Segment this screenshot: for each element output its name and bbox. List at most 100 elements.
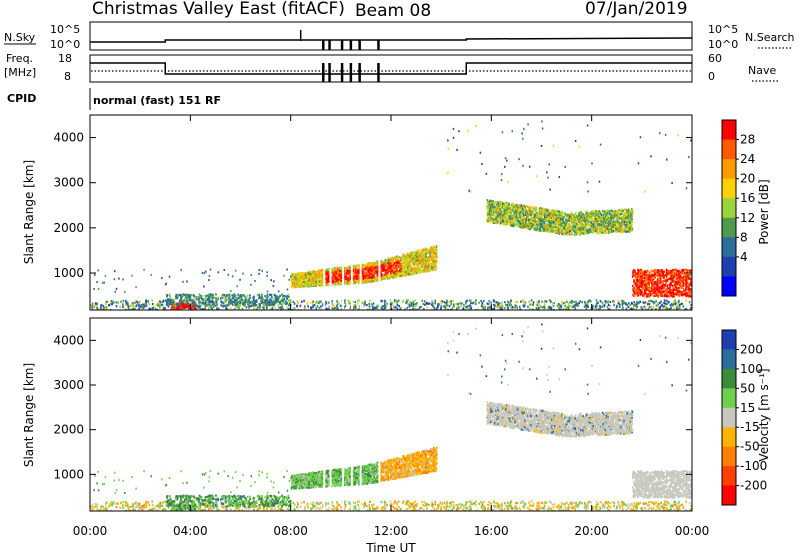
power-cell-1062 [663, 299, 666, 302]
power-cell-1009 [225, 306, 227, 310]
power-cell-2747 [305, 277, 308, 280]
power-cell-3961 [385, 270, 387, 273]
power-cell-4084 [341, 267, 343, 270]
power-cell-808 [536, 300, 539, 304]
power-cell-4416 [538, 227, 540, 231]
power-cell-1449 [224, 298, 226, 301]
power-cell-3321 [409, 271, 412, 274]
power-cell-4139 [426, 269, 429, 273]
power-cell-4062 [404, 270, 407, 274]
power-cell-2765 [339, 266, 341, 269]
power-cell-806 [339, 304, 342, 307]
power-cell-774 [396, 300, 399, 303]
power-cell-695 [602, 302, 604, 305]
power-cell-3404 [419, 267, 421, 270]
power-cell-4278 [572, 229, 575, 233]
power-cell-3796 [364, 279, 367, 282]
power-cell-3902 [410, 256, 413, 259]
power-cell-234 [666, 302, 668, 306]
power-cell-40 [148, 307, 150, 310]
power-cell-3637 [422, 260, 425, 264]
power-cell-3981 [315, 283, 318, 286]
power-cell-3978 [418, 251, 421, 254]
power-cell-3346 [380, 260, 382, 263]
power-cell-835 [500, 308, 503, 310]
power-cell-294 [198, 306, 201, 309]
power-cell-4429 [588, 219, 590, 222]
power-cell-3718 [368, 269, 370, 272]
power-cell-60 [263, 300, 266, 304]
power-cell-3827 [316, 275, 319, 278]
power-cell-2815 [308, 278, 310, 281]
power-cell-661 [585, 306, 588, 309]
power-cell-702 [331, 300, 333, 303]
power-cell-148 [685, 299, 687, 302]
power-cell-1278 [183, 299, 186, 302]
power-cell-3979 [361, 265, 364, 268]
power-cell-731 [336, 301, 339, 304]
power-cell-1434 [207, 294, 210, 297]
power-cell-4150 [311, 284, 314, 287]
power-cell-960 [390, 308, 393, 310]
power-cell-1468 [182, 294, 185, 298]
power-cell-3993 [397, 274, 400, 277]
power-cell-4542 [526, 226, 529, 229]
power-cell-4175 [321, 273, 324, 276]
power-cell-1451 [184, 297, 186, 300]
power-cell-2595 [380, 269, 383, 272]
power-cell-3707 [390, 274, 393, 277]
power-cell-1008 [515, 300, 517, 304]
power-cell-1082 [548, 306, 551, 309]
power-cell-3238 [434, 263, 437, 267]
power-cell-258 [515, 304, 518, 308]
power-cell-4024 [354, 273, 356, 277]
power-cell-4107 [297, 283, 299, 286]
power-cell-172 [569, 304, 571, 308]
power-cell-645 [607, 307, 610, 310]
power-cell-4814 [521, 224, 524, 227]
power-cell-524 [437, 302, 439, 306]
power-cell-2844 [348, 266, 351, 269]
power-cell-227 [393, 306, 395, 309]
power-cell-3387 [429, 254, 432, 258]
power-cell-3081 [424, 254, 427, 257]
power-cell-4136 [391, 269, 393, 272]
power-cell-1550 [175, 296, 177, 299]
power-cell-337 [658, 307, 661, 310]
power-cell-3850 [367, 272, 369, 275]
power-cell-1078 [599, 304, 601, 308]
power-cell-3809 [310, 276, 313, 279]
power-cell-886 [259, 305, 262, 309]
power-cell-1534 [233, 300, 236, 304]
power-cell-4028 [365, 277, 368, 280]
power-cell-2927 [394, 262, 397, 266]
power-cell-734 [218, 307, 220, 310]
power-cell-3305 [374, 270, 377, 273]
power-cell-3907 [336, 281, 338, 284]
power-cell-4944 [540, 221, 543, 224]
power-cell-988 [449, 300, 451, 304]
power-cell-1346 [222, 301, 225, 304]
power-cell-1435 [282, 295, 285, 298]
power-cell-3793 [356, 271, 358, 274]
power-cell-4157 [422, 255, 425, 258]
power-cell-657 [109, 302, 112, 305]
power-cell-570 [358, 305, 361, 308]
power-cell-762 [413, 305, 416, 308]
power-cell-4873 [574, 221, 577, 224]
power-cell-881 [293, 302, 296, 305]
power-cell-633 [575, 300, 577, 303]
power-cell-64 [513, 307, 516, 310]
power-cell-1951 [364, 281, 366, 284]
power-cell-84 [161, 307, 164, 310]
power-cell-4457 [541, 227, 544, 230]
power-cell-3674 [364, 276, 367, 279]
power-cell-411 [357, 299, 359, 302]
power-cell-463 [258, 305, 260, 308]
power-cell-3613 [349, 282, 351, 285]
power-cell-87 [318, 306, 321, 310]
power-cell-1521 [190, 298, 193, 302]
power-cell-999 [297, 302, 299, 305]
power-cell-1193 [275, 301, 277, 304]
power-cell-3148 [415, 269, 417, 272]
